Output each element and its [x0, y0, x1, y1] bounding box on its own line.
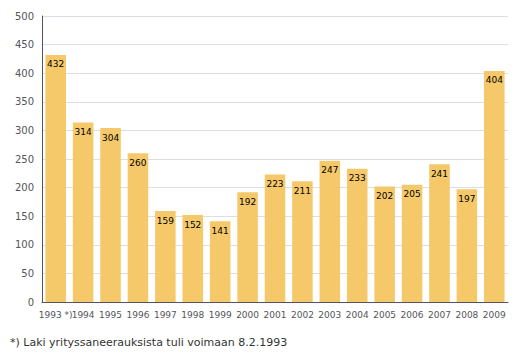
- svg-text:211: 211: [294, 186, 311, 196]
- svg-text:192: 192: [239, 197, 256, 207]
- svg-text:205: 205: [403, 189, 420, 199]
- svg-text:241: 241: [431, 169, 448, 179]
- svg-text:2004: 2004: [346, 310, 369, 320]
- svg-text:141: 141: [212, 226, 229, 236]
- svg-text:*) Laki yrityssaneerauksista t: *) Laki yrityssaneerauksista tuli voimaa…: [10, 336, 287, 349]
- svg-text:159: 159: [157, 216, 174, 226]
- svg-text:2001: 2001: [264, 310, 287, 320]
- svg-text:450: 450: [15, 39, 34, 50]
- svg-text:1994: 1994: [72, 310, 95, 320]
- svg-text:314: 314: [75, 127, 92, 137]
- svg-text:223: 223: [266, 179, 283, 189]
- svg-text:1998: 1998: [181, 310, 204, 320]
- svg-text:200: 200: [15, 182, 34, 193]
- svg-text:1999: 1999: [209, 310, 232, 320]
- svg-text:1997: 1997: [154, 310, 177, 320]
- svg-text:250: 250: [15, 154, 34, 165]
- svg-text:233: 233: [349, 173, 366, 183]
- svg-text:1993 *): 1993 *): [39, 310, 73, 320]
- svg-text:150: 150: [15, 211, 34, 222]
- svg-text:1995: 1995: [99, 310, 122, 320]
- svg-text:2008: 2008: [455, 310, 478, 320]
- svg-text:2009: 2009: [483, 310, 506, 320]
- svg-text:500: 500: [15, 11, 34, 22]
- svg-text:1996: 1996: [126, 310, 149, 320]
- svg-text:50: 50: [21, 268, 34, 279]
- svg-text:100: 100: [15, 239, 34, 250]
- svg-text:304: 304: [102, 133, 119, 143]
- svg-text:152: 152: [184, 220, 201, 230]
- svg-text:350: 350: [15, 96, 34, 107]
- svg-text:0: 0: [28, 297, 34, 308]
- svg-text:432: 432: [47, 59, 64, 69]
- svg-text:400: 400: [15, 68, 34, 79]
- svg-text:2000: 2000: [236, 310, 259, 320]
- svg-text:2006: 2006: [401, 310, 424, 320]
- svg-text:300: 300: [15, 125, 34, 136]
- svg-text:2005: 2005: [373, 310, 396, 320]
- svg-text:247: 247: [321, 165, 338, 175]
- svg-text:197: 197: [458, 194, 475, 204]
- svg-text:2007: 2007: [428, 310, 451, 320]
- svg-text:202: 202: [376, 191, 393, 201]
- svg-text:2003: 2003: [318, 310, 341, 320]
- svg-text:404: 404: [486, 75, 503, 85]
- svg-text:2002: 2002: [291, 310, 314, 320]
- svg-text:260: 260: [129, 158, 146, 168]
